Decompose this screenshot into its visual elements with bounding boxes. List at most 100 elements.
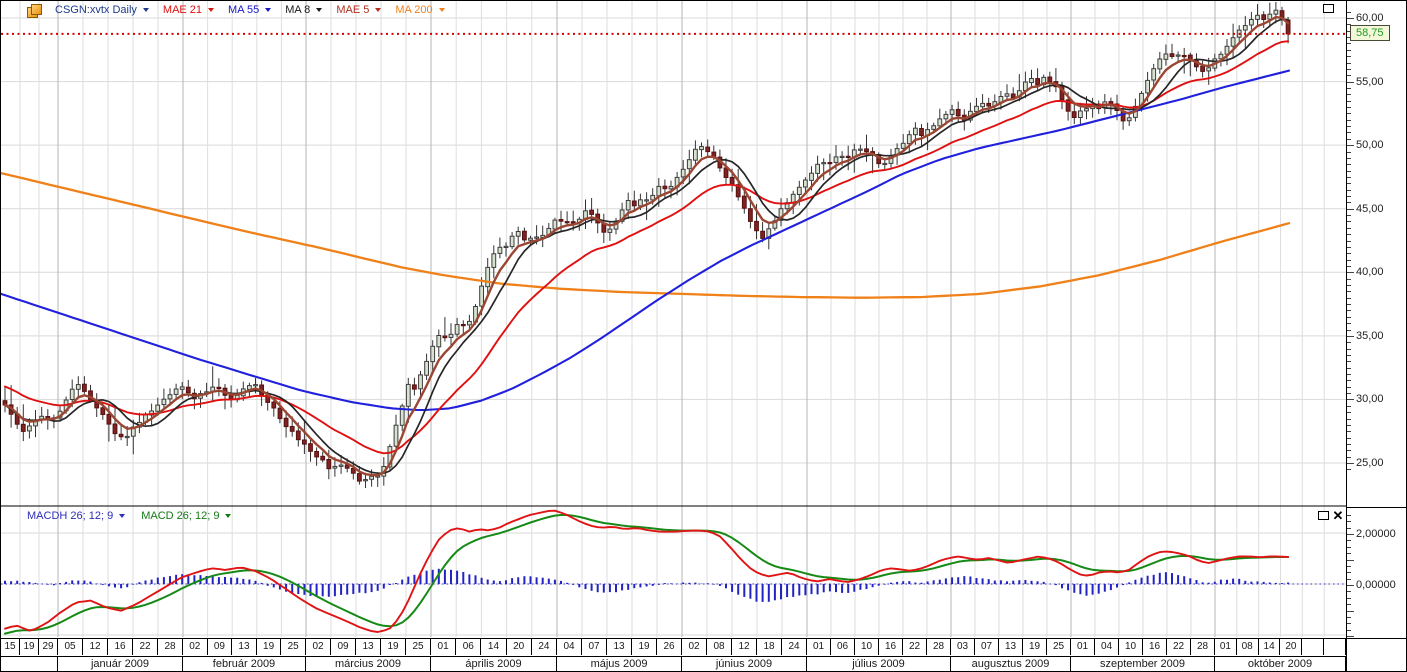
close-macd-panel-icon[interactable]: ✕ [1332,508,1344,523]
price-axis-tick [1347,227,1351,229]
price-axis-tick [1347,272,1354,274]
macd-legend-item[interactable]: MACD 26; 12; 9 [141,510,232,522]
time-axis-day-cell: 12 [732,639,757,655]
price-axis[interactable]: 60,00 55,00 50,00 45,00 40,00 35,00 30,00 25,00… [1346,1,1406,507]
maximize-macd-panel-button[interactable] [1318,511,1329,520]
price-axis-tick [1347,335,1354,337]
time-axis-month-cell: szeptember 2009 [1071,657,1215,671]
price-axis-tick [1347,221,1351,223]
legend-label: MA 55 [228,4,260,16]
price-axis-tick [1347,189,1351,191]
time-axis-day-cell: 28 [158,639,183,655]
time-axis-day-cell: 02 [183,639,208,655]
chevron-down-icon [208,8,215,12]
time-axis-day-cell: 26 [657,639,682,655]
price-axis-tick [1347,138,1351,140]
time-axis-day-cell: 24 [782,639,807,655]
time-axis-day-cell: 13 [999,639,1023,655]
price-axis-tick [1347,329,1351,331]
time-axis-day-cell: 12 [83,639,108,655]
macd-axis[interactable]: 2,00000 0,00000 [1346,507,1406,639]
macd-axis-tick [1347,597,1351,599]
legend-item-ma-200[interactable]: MA 200 [395,4,445,16]
price-axis-tick [1347,164,1351,166]
macd-axis-tick [1347,565,1351,567]
time-axis-day-cell: 19 [257,639,282,655]
price-axis-tick [1347,49,1351,51]
price-axis-tick [1347,56,1351,58]
legend-item-ma-8[interactable]: MA 8 [285,4,323,16]
legend-item-mae-5[interactable]: MAE 5 [336,4,382,16]
time-axis-month-cell: március 2009 [306,657,431,671]
price-axis-label: 35,00 [1356,329,1384,342]
macd-axis-tick [1347,616,1351,618]
time-axis-day-cell: 19 [1023,639,1047,655]
price-axis-tick [1347,208,1354,210]
time-axis-month-cell: október 2009 [1215,657,1346,671]
time-axis-day-cell: 09 [331,639,356,655]
legend-item-ma-55[interactable]: MA 55 [228,4,272,16]
chart-window-icon [27,3,42,18]
price-axis-tick [1347,405,1351,407]
symbol-selector[interactable]: CSGN:xvtx Daily [55,4,149,16]
time-axis-day-cell: 25 [406,639,431,655]
price-axis-tick [1347,68,1351,70]
macd-axis-tick [1347,534,1354,535]
price-axis-tick [1347,176,1351,178]
macd-axis-tick [1347,604,1351,606]
time-axis-month-cell: április 2009 [431,657,557,671]
maximize-price-panel-button[interactable] [1323,4,1334,13]
price-axis-tick [1347,119,1351,121]
time-axis-day-cell: 28 [1191,639,1215,655]
price-axis-tick [1347,412,1351,414]
price-axis-tick [1347,374,1351,375]
legend-item-mae-21[interactable]: MAE 21 [162,4,215,16]
price-axis-tick [1347,323,1351,325]
time-axis-day-cell: 16 [108,639,133,655]
time-axis-day-cell: 13 [356,639,381,655]
macd-legend-item[interactable]: MACDH 26; 12; 9 [27,510,126,522]
legend-label: MAE 21 [162,4,203,16]
macd-axis-tick [1347,553,1351,555]
price-axis-tick [1347,215,1351,217]
price-axis-tick [1347,113,1351,115]
axis-corner [1346,639,1406,671]
price-axis-tick [1347,246,1351,248]
time-axis-day-cell: 20 [507,639,532,655]
time-axis-day-cell: 09 [208,639,233,655]
price-axis-tick [1347,43,1351,45]
macd-axis-tick [1347,578,1351,580]
time-axis-month-cell: július 2009 [807,657,951,671]
time-axis-day-cell: 15 [1,639,20,655]
time-axis-month-cell: június 2009 [682,657,807,671]
time-axis-day-cell: 01 [1071,639,1095,655]
price-axis-tick [1347,380,1351,382]
time-axis-month-cell: január 2009 [58,657,183,671]
price-axis-tick [1347,437,1351,439]
macd-axis-tick [1347,572,1351,574]
price-axis-tick [1347,348,1351,350]
chevron-down-icon [142,8,149,12]
price-axis-tick [1347,24,1351,26]
price-axis-tick [1347,361,1351,363]
time-axis-day-cell: 04 [1095,639,1119,655]
time-axis-divider [1,656,1346,657]
price-axis-tick [1347,354,1351,356]
time-axis-day-cell: 13 [607,639,632,655]
time-axis-day-cell: 02 [306,639,331,655]
time-axis-day-cell: 13 [232,639,257,655]
legend-label: MA 8 [285,4,311,16]
price-axis-tick [1347,11,1351,13]
legend-label: MAE 5 [336,4,370,16]
time-axis[interactable]: 15 19 29 05 12 16 22 28 január 2009 02 09 13 19 25 feb… [1,638,1406,671]
price-axis-tick [1347,424,1351,426]
price-axis-tick [1347,450,1351,452]
price-axis-tick [1347,367,1351,369]
chart-plot-area[interactable] [1,1,1346,638]
price-axis-label: 45,00 [1356,202,1384,215]
price-axis-tick [1347,87,1351,89]
price-axis-label: 25,00 [1356,457,1384,469]
price-axis-tick [1347,62,1351,64]
price-axis-label: 50,00 [1356,139,1384,152]
price-axis-tick [1347,81,1354,83]
